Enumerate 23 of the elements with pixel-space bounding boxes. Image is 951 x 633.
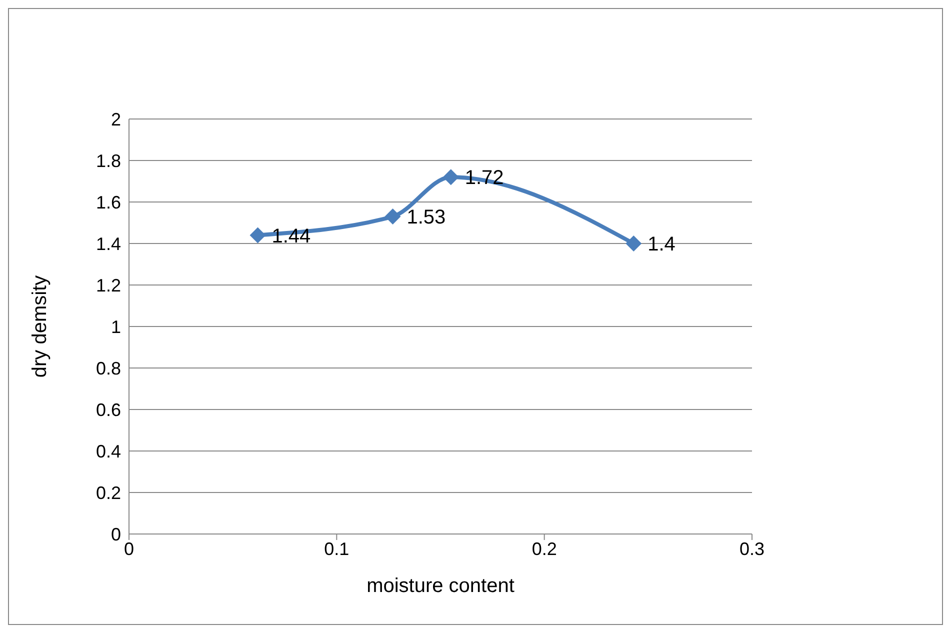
y-tick-label: 1.4 <box>96 234 121 254</box>
y-tick-label: 0.2 <box>96 482 121 503</box>
point <box>626 236 642 252</box>
y-tick-label: 1.6 <box>96 192 121 212</box>
y-tick-label: 1.8 <box>96 150 121 171</box>
y-axis-title: dry demsity <box>29 275 52 378</box>
y-tick-label: 1 <box>110 316 121 337</box>
data-label: 1.4 <box>648 234 676 256</box>
point <box>384 208 401 225</box>
x-axis-title: moisture content <box>366 575 515 597</box>
data-label: 1.53 <box>406 206 446 229</box>
y-tick-label: 0.6 <box>96 400 121 420</box>
y-tick-label: 1.2 <box>96 275 121 296</box>
y-tick-label: 0.4 <box>96 441 121 462</box>
y-tick-label: 0.8 <box>96 358 121 378</box>
point <box>250 227 266 244</box>
x-tick-label: 0.2 <box>532 538 557 559</box>
x-tick-label: 0.3 <box>739 538 765 559</box>
x-tick-label: 0 <box>124 538 134 559</box>
point <box>442 169 459 186</box>
x-tick-label: 0.1 <box>324 538 350 559</box>
y-tick-label: 0 <box>110 524 121 544</box>
y-tick-label: 2 <box>110 109 121 130</box>
